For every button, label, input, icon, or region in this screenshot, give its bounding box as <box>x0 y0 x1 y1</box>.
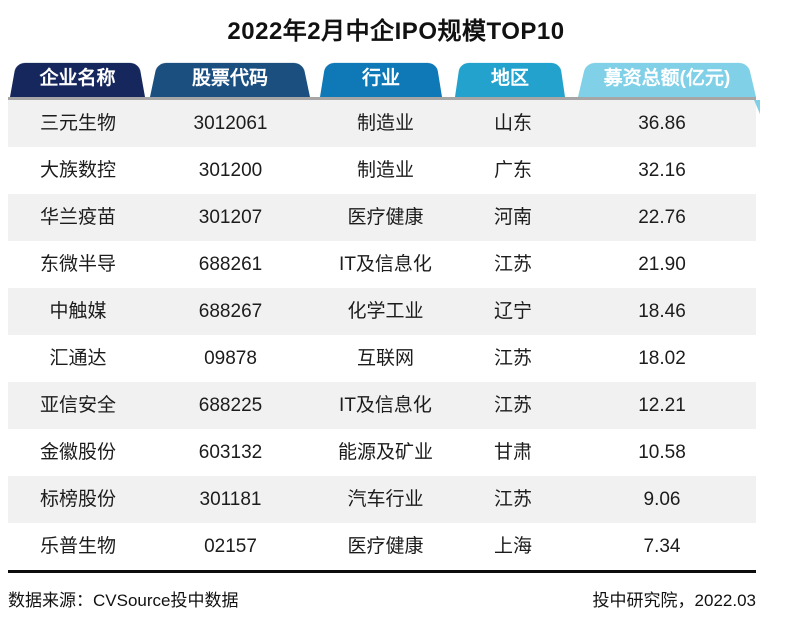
cell-amount: 18.46 <box>638 301 686 322</box>
cell-code: 09878 <box>204 348 257 369</box>
cell-company: 东微半导 <box>39 254 116 275</box>
cell-region: 上海 <box>493 536 532 557</box>
header-corner-tail <box>754 100 760 114</box>
cell-code: 301200 <box>198 160 263 181</box>
cell-company: 华兰疫苗 <box>39 207 116 228</box>
cell-industry: IT及信息化 <box>339 254 432 275</box>
table-footer: 数据来源：CVSource投中数据 投中研究院，2022.03 <box>8 573 756 611</box>
column-header-label: 股票代码 <box>191 68 268 89</box>
column-header-label: 企业名称 <box>39 68 116 89</box>
cell-industry: IT及信息化 <box>339 395 432 416</box>
cell-amount: 10.58 <box>638 442 686 463</box>
cell-region: 江苏 <box>493 348 532 369</box>
cell-amount: 32.16 <box>638 160 686 181</box>
cell-company: 金徽股份 <box>39 442 116 463</box>
cell-industry: 汽车行业 <box>347 489 424 510</box>
cell-amount: 18.02 <box>638 348 686 369</box>
table-row: 华兰疫苗 301207 医疗健康 河南 22.76 <box>8 194 756 241</box>
cell-amount: 21.90 <box>638 254 686 275</box>
cell-company: 汇通达 <box>49 348 107 369</box>
column-header-industry: 行业 <box>320 59 442 97</box>
cell-region: 辽宁 <box>493 301 532 322</box>
cell-amount: 9.06 <box>643 489 681 510</box>
cell-company: 标榜股份 <box>39 489 116 510</box>
cell-code: 603132 <box>198 442 263 463</box>
cell-code: 3012061 <box>193 113 268 134</box>
cell-amount: 12.21 <box>638 395 686 416</box>
cell-industry: 制造业 <box>356 160 414 181</box>
cell-code: 301207 <box>198 207 263 228</box>
table-row: 东微半导 688261 IT及信息化 江苏 21.90 <box>8 241 756 288</box>
column-header-code: 股票代码 <box>150 59 310 97</box>
cell-code: 688225 <box>198 395 263 416</box>
cell-industry: 医疗健康 <box>347 536 424 557</box>
cell-company: 亚信安全 <box>39 395 116 416</box>
table-header: 企业名称 股票代码 行业 地区 募资总额(亿元) <box>8 59 756 100</box>
credit-note: 投中研究院，2022.03 <box>592 591 756 610</box>
cell-region: 山东 <box>493 113 532 134</box>
column-header-label: 募资总额(亿元) <box>603 68 731 89</box>
cell-code: 301181 <box>199 489 262 510</box>
table-row: 乐普生物 02157 医疗健康 上海 7.34 <box>8 523 756 570</box>
cell-company: 乐普生物 <box>39 536 116 557</box>
cell-code: 688267 <box>198 301 263 322</box>
data-source-note: 数据来源：CVSource投中数据 <box>8 591 239 610</box>
table-row: 三元生物 3012061 制造业 山东 36.86 <box>8 100 756 147</box>
column-header-label: 地区 <box>490 68 529 89</box>
cell-company: 大族数控 <box>39 160 116 181</box>
cell-industry: 互联网 <box>356 348 414 369</box>
cell-region: 广东 <box>493 160 532 181</box>
table-row: 标榜股份 301181 汽车行业 江苏 9.06 <box>8 476 756 523</box>
table-row: 金徽股份 603132 能源及矿业 甘肃 10.58 <box>8 429 756 476</box>
cell-region: 江苏 <box>493 395 532 416</box>
table-row: 中触媒 688267 化学工业 辽宁 18.46 <box>8 288 756 335</box>
cell-code: 02157 <box>204 536 257 557</box>
column-header-label: 行业 <box>361 68 400 89</box>
cell-region: 江苏 <box>493 254 532 275</box>
cell-industry: 制造业 <box>356 113 414 134</box>
page-title: 2022年2月中企IPO规模TOP10 <box>227 18 565 45</box>
table-row: 大族数控 301200 制造业 广东 32.16 <box>8 147 756 194</box>
column-header-amount: 募资总额(亿元) <box>578 59 756 97</box>
cell-code: 688261 <box>198 254 263 275</box>
cell-amount: 7.34 <box>643 536 681 557</box>
cell-region: 甘肃 <box>493 442 532 463</box>
column-header-region: 地区 <box>455 59 565 97</box>
cell-industry: 能源及矿业 <box>337 442 433 463</box>
ipo-top10-table: 企业名称 股票代码 行业 地区 募资总额(亿元) 三元生物 3012061 制造业 山… <box>8 59 760 611</box>
table-body: 三元生物 3012061 制造业 山东 36.86 大族数控 301200 制造业 广东 32.1… <box>8 100 756 573</box>
table-row: 汇通达 09878 互联网 江苏 18.02 <box>8 335 756 382</box>
column-header-company: 企业名称 <box>10 59 145 97</box>
cell-industry: 医疗健康 <box>347 207 424 228</box>
cell-amount: 22.76 <box>638 207 686 228</box>
cell-company: 中触媒 <box>49 301 107 322</box>
table-row: 亚信安全 688225 IT及信息化 江苏 12.21 <box>8 382 756 429</box>
cell-region: 河南 <box>493 207 532 228</box>
cell-industry: 化学工业 <box>347 301 424 322</box>
cell-company: 三元生物 <box>39 113 116 134</box>
cell-amount: 36.86 <box>638 113 686 134</box>
cell-region: 江苏 <box>493 489 532 510</box>
